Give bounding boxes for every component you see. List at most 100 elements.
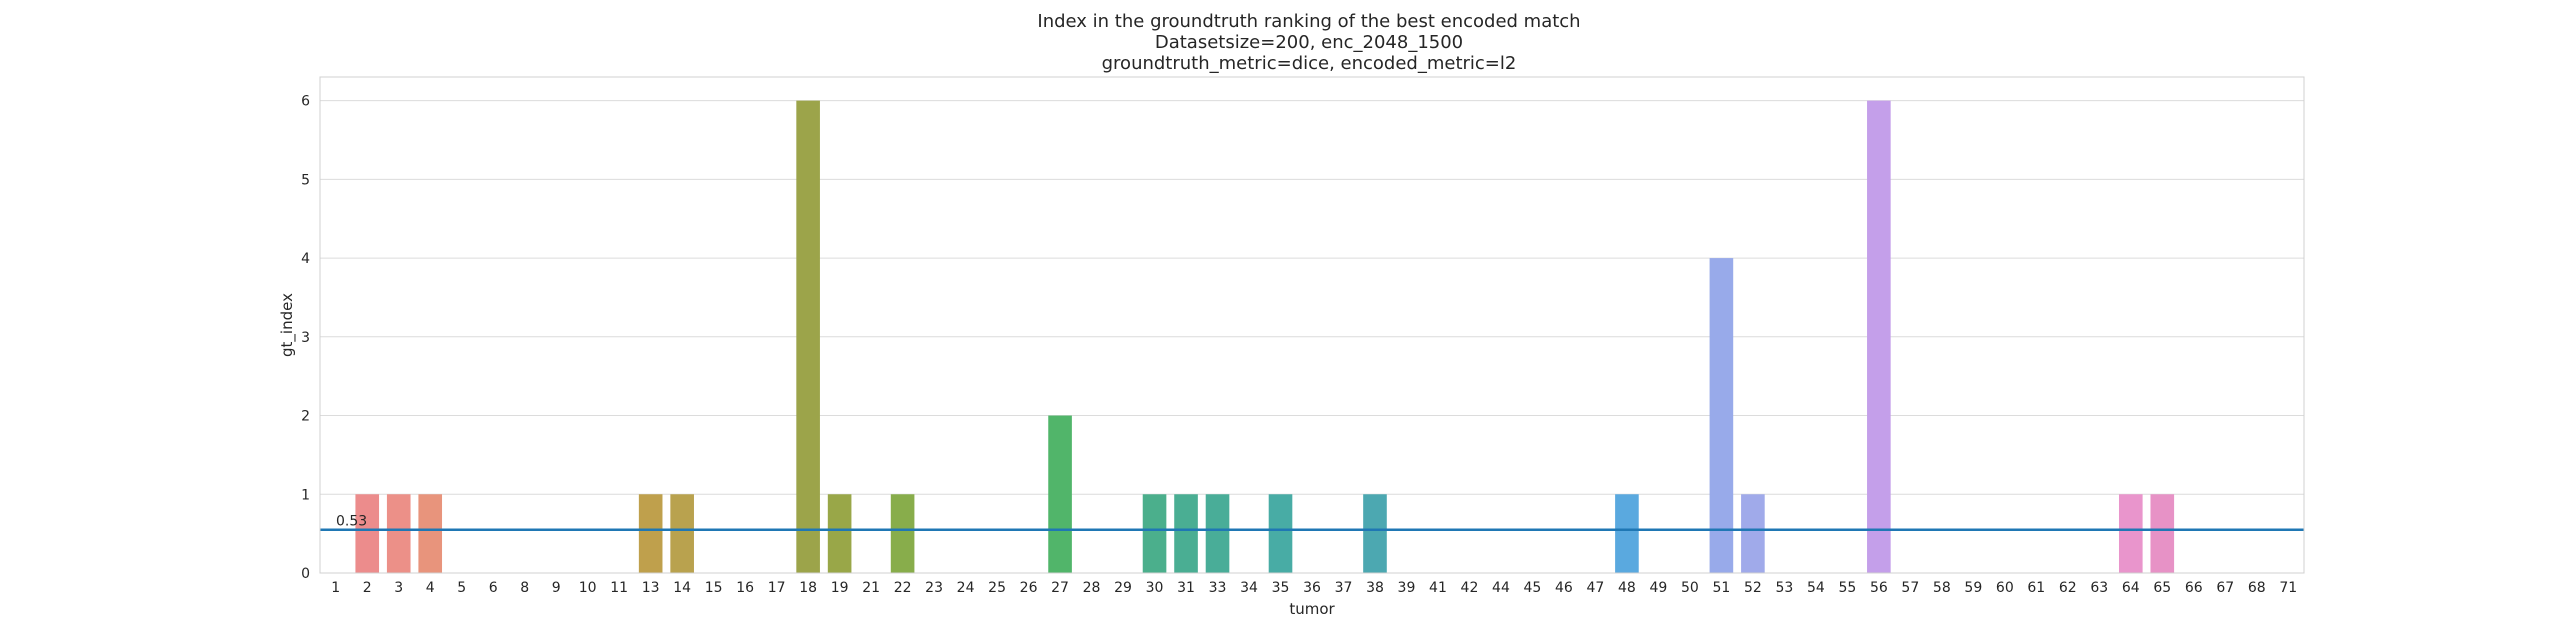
x-tick-label: 15 bbox=[705, 580, 723, 596]
x-tick-label: 48 bbox=[1618, 580, 1636, 596]
y-tick-label: 5 bbox=[301, 172, 310, 188]
x-tick-label: 59 bbox=[1964, 580, 1982, 596]
bar-tumor-38 bbox=[1363, 494, 1387, 573]
bars bbox=[355, 100, 2175, 573]
x-tick-label: 26 bbox=[1020, 580, 1038, 596]
mean-line: 0.53 bbox=[320, 514, 2304, 531]
x-tick-label: 68 bbox=[2248, 580, 2266, 596]
bar-tumor-22 bbox=[890, 494, 915, 573]
x-tick-label: 34 bbox=[1240, 580, 1258, 596]
bar-tumor-13 bbox=[638, 494, 663, 573]
x-tick-label: 66 bbox=[2185, 580, 2203, 596]
x-tick-label: 54 bbox=[1807, 580, 1825, 596]
x-tick-label: 38 bbox=[1366, 580, 1384, 596]
y-tick-labels: 0 1 2 3 4 5 6 bbox=[301, 94, 310, 582]
x-tick-label: 49 bbox=[1649, 580, 1667, 596]
y-axis-label: gt_index bbox=[278, 293, 297, 357]
x-tick-label: 35 bbox=[1272, 580, 1290, 596]
y-tick-label: 3 bbox=[301, 330, 310, 346]
x-tick-label: 25 bbox=[988, 580, 1006, 596]
chart-title-line-3: groundtruth_metric=dice, encoded_metric=… bbox=[1102, 53, 1517, 74]
bar-tumor-30 bbox=[1142, 494, 1167, 573]
x-tick-label: 17 bbox=[768, 580, 786, 596]
x-tick-label: 22 bbox=[894, 580, 912, 596]
bar-tumor-4 bbox=[418, 494, 443, 573]
x-tick-label: 24 bbox=[957, 580, 975, 596]
x-tick-label: 47 bbox=[1587, 580, 1605, 596]
x-tick-label: 29 bbox=[1114, 580, 1132, 596]
bar-tumor-31 bbox=[1174, 494, 1198, 573]
bar-tumor-33 bbox=[1205, 494, 1230, 573]
x-tick-label: 58 bbox=[1933, 580, 1951, 596]
x-tick-label: 8 bbox=[520, 580, 529, 596]
x-tick-label: 1 bbox=[331, 580, 340, 596]
x-tick-labels: 1 2 3 4 5 6 8 9 10 11 13 14 15 16 17 18 19 21 22 23 24 25 26 27… bbox=[331, 580, 2297, 596]
x-tick-label: 45 bbox=[1524, 580, 1542, 596]
x-tick-label: 50 bbox=[1681, 580, 1699, 596]
x-tick-label: 4 bbox=[426, 580, 435, 596]
bar-tumor-52 bbox=[1741, 494, 1765, 573]
x-tick-label: 33 bbox=[1209, 580, 1227, 596]
x-tick-label: 23 bbox=[925, 580, 943, 596]
y-gridlines bbox=[320, 100, 2304, 574]
chart-title-line-2: Datasetsize=200, enc_2048_1500 bbox=[1155, 32, 1463, 53]
x-tick-label: 31 bbox=[1177, 580, 1195, 596]
x-tick-label: 21 bbox=[862, 580, 880, 596]
plot-frame bbox=[319, 76, 2305, 574]
bar-tumor-18 bbox=[796, 100, 820, 573]
x-tick-label: 41 bbox=[1429, 580, 1447, 596]
x-tick-label: 65 bbox=[2153, 580, 2171, 596]
bar-tumor-3 bbox=[386, 494, 411, 573]
x-tick-label: 18 bbox=[799, 580, 817, 596]
x-tick-label: 28 bbox=[1083, 580, 1101, 596]
y-tick-label: 2 bbox=[301, 409, 310, 425]
x-tick-label: 5 bbox=[457, 580, 466, 596]
x-tick-label: 3 bbox=[394, 580, 403, 596]
x-tick-label: 53 bbox=[1775, 580, 1793, 596]
x-tick-label: 27 bbox=[1051, 580, 1069, 596]
x-tick-label: 16 bbox=[736, 580, 754, 596]
x-tick-label: 52 bbox=[1744, 580, 1762, 596]
x-tick-label: 14 bbox=[673, 580, 691, 596]
chart-title-line-1: Index in the groundtruth ranking of the … bbox=[1037, 11, 1580, 32]
x-tick-label: 62 bbox=[2059, 580, 2077, 596]
y-tick-label: 6 bbox=[301, 94, 310, 110]
x-tick-label: 2 bbox=[363, 580, 372, 596]
x-tick-label: 57 bbox=[1901, 580, 1919, 596]
x-tick-label: 67 bbox=[2216, 580, 2234, 596]
x-tick-label: 61 bbox=[2027, 580, 2045, 596]
bar-tumor-56 bbox=[1867, 100, 1891, 573]
x-tick-label: 56 bbox=[1870, 580, 1888, 596]
x-tick-label: 63 bbox=[2090, 580, 2108, 596]
x-tick-label: 64 bbox=[2122, 580, 2140, 596]
x-tick-label: 55 bbox=[1838, 580, 1856, 596]
x-tick-label: 30 bbox=[1146, 580, 1164, 596]
bar-tumor-64 bbox=[2118, 494, 2143, 573]
x-tick-label: 44 bbox=[1492, 580, 1510, 596]
bar-tumor-27 bbox=[1048, 415, 1072, 573]
x-tick-label: 11 bbox=[610, 580, 628, 596]
x-tick-label: 71 bbox=[2279, 580, 2297, 596]
x-axis-label: tumor bbox=[1289, 600, 1335, 618]
x-tick-label: 46 bbox=[1555, 580, 1573, 596]
x-tick-label: 13 bbox=[642, 580, 660, 596]
mean-line-label: 0.53 bbox=[336, 514, 367, 530]
y-tick-label: 0 bbox=[301, 566, 310, 582]
x-tick-label: 51 bbox=[1712, 580, 1730, 596]
y-tick-label: 4 bbox=[301, 251, 310, 267]
bar-tumor-14 bbox=[670, 494, 694, 573]
x-tick-label: 36 bbox=[1303, 580, 1321, 596]
y-tick-label: 1 bbox=[301, 487, 310, 503]
bar-tumor-35 bbox=[1268, 494, 1293, 573]
bar-tumor-2 bbox=[355, 494, 380, 573]
bar-tumor-51 bbox=[1709, 258, 1734, 573]
bar-tumor-65 bbox=[2150, 494, 2175, 573]
x-tick-label: 60 bbox=[1996, 580, 2014, 596]
x-tick-label: 39 bbox=[1398, 580, 1416, 596]
x-tick-label: 42 bbox=[1461, 580, 1479, 596]
x-tick-label: 37 bbox=[1335, 580, 1353, 596]
bar-tumor-48 bbox=[1615, 494, 1639, 573]
bar-tumor-19 bbox=[827, 494, 852, 573]
x-tick-label: 6 bbox=[489, 580, 498, 596]
